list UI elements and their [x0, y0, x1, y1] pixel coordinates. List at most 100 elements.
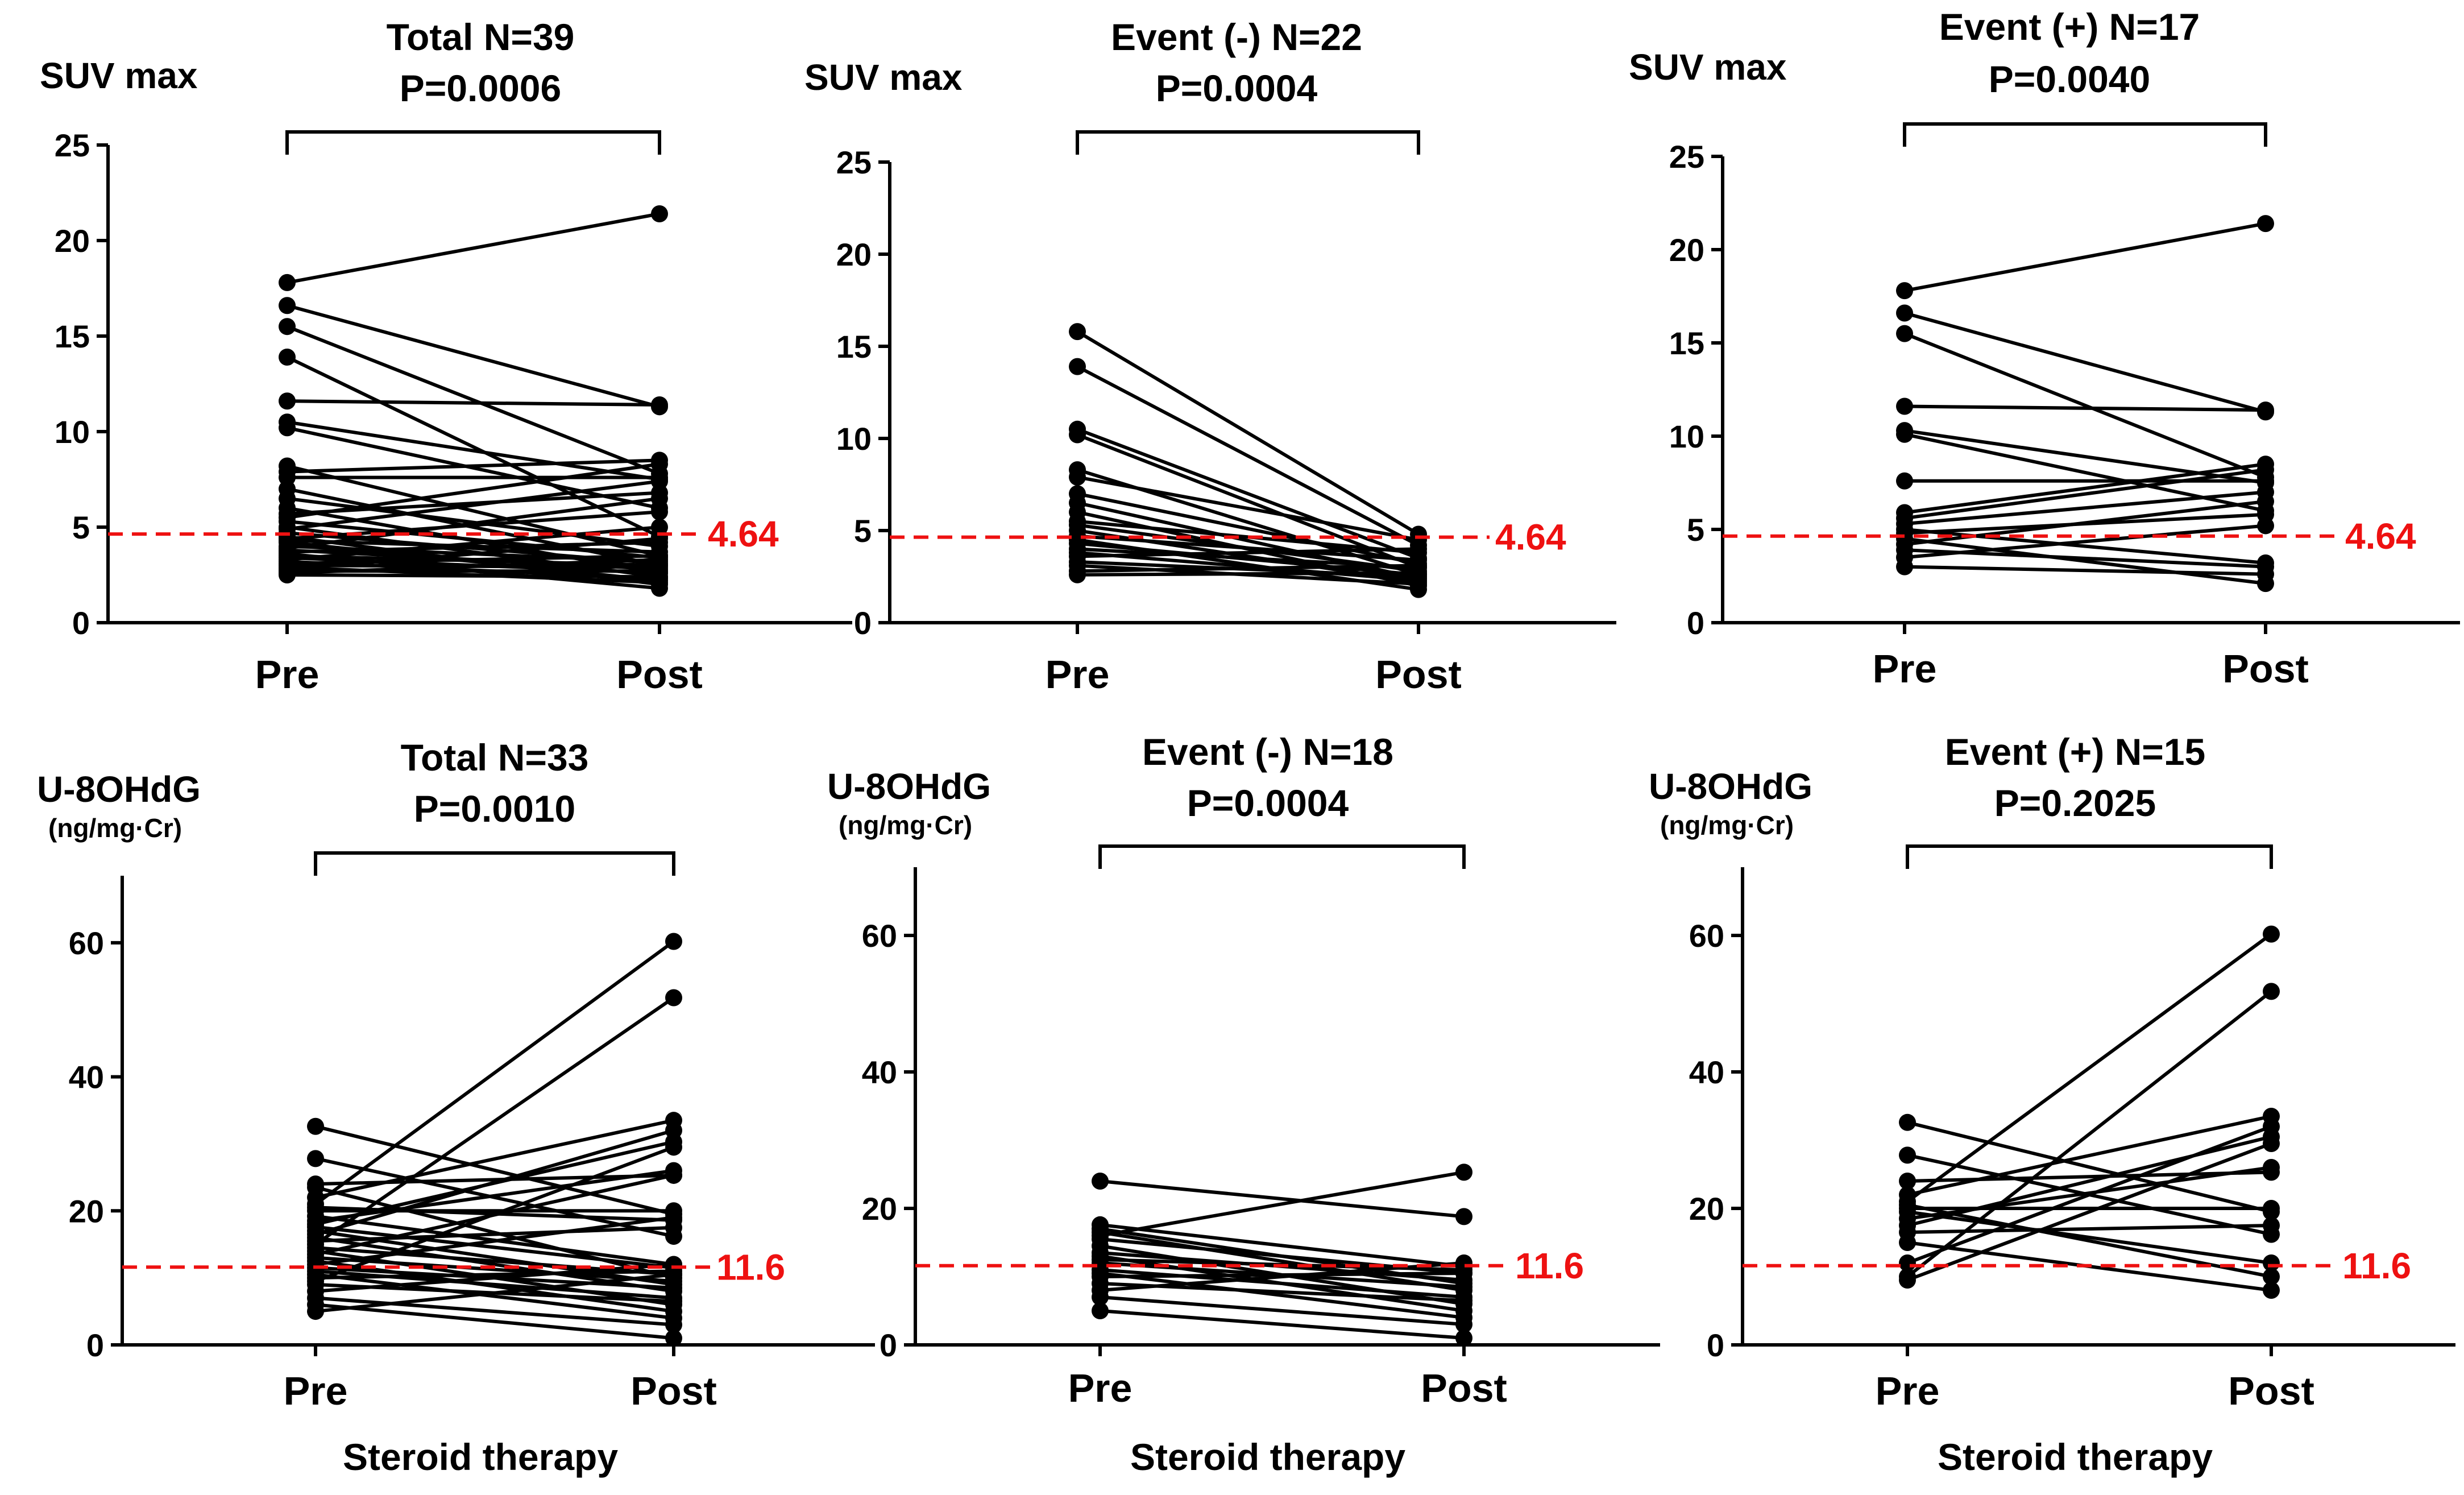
paired-line	[1076, 365, 1420, 547]
y-tick-label: 15	[1669, 325, 1704, 361]
y-tick-label: 15	[55, 318, 90, 354]
post-point	[665, 933, 682, 950]
y-axis-unit: (ng/mg·Cr)	[1660, 810, 1794, 840]
paired-line	[1904, 222, 2266, 293]
significance-bracket	[314, 851, 675, 876]
panel-title: Event (-) N=18	[1142, 731, 1393, 773]
paired-line	[1904, 462, 2266, 515]
post-point	[665, 1209, 682, 1227]
pre-point	[1896, 304, 1913, 322]
post-point	[665, 1166, 682, 1184]
pre-point	[1092, 1173, 1109, 1190]
post-point	[665, 1121, 682, 1139]
x-tick-label-post: Post	[1375, 652, 1462, 697]
y-tick-label: 15	[836, 329, 872, 365]
post-point	[1455, 1163, 1472, 1181]
x-tick-label-pre: Pre	[255, 652, 320, 697]
paired-line	[1077, 534, 1419, 562]
post-point	[2263, 1217, 2280, 1234]
paired-line	[315, 1119, 674, 1199]
pre-point	[279, 566, 296, 583]
pre-point	[307, 1117, 324, 1135]
y-tick-label: 40	[1689, 1054, 1724, 1090]
post-point	[665, 989, 682, 1007]
paired-line	[315, 1262, 674, 1293]
pre-point	[279, 348, 296, 366]
pre-point	[279, 297, 296, 314]
pre-point	[1896, 325, 1913, 342]
y-tick-label: 20	[1689, 1191, 1724, 1227]
pre-point	[279, 419, 296, 437]
cutoff-label: 4.64	[2345, 516, 2416, 557]
paired-line	[315, 1124, 674, 1216]
paired-line	[1076, 330, 1420, 536]
post-point	[2263, 1118, 2280, 1135]
y-axis-label: U-8OHdG	[1649, 766, 1812, 807]
post-point	[2257, 461, 2274, 479]
post-point	[2263, 1268, 2280, 1285]
post-point	[651, 205, 668, 222]
pre-point	[1899, 1146, 1916, 1164]
post-point	[665, 1293, 682, 1310]
post-point	[651, 568, 668, 586]
y-axis-unit: (ng/mg·Cr)	[839, 810, 972, 840]
pre-point	[1069, 566, 1086, 583]
pre-point	[1896, 472, 1913, 490]
x-tick-label-post: Post	[616, 652, 703, 697]
post-point	[2263, 1200, 2280, 1217]
paired-line	[1904, 429, 2266, 484]
p-value-label: P=0.0010	[414, 788, 575, 830]
pre-point	[1092, 1289, 1109, 1306]
y-tick-label: 60	[862, 918, 897, 954]
paired-line	[1904, 565, 2266, 576]
y-tick-label: 5	[72, 510, 90, 545]
pre-point	[1899, 1234, 1916, 1251]
p-value-label: P=0.0040	[1989, 58, 2150, 100]
post-point	[2257, 215, 2274, 233]
paired-line	[1077, 571, 1419, 577]
pre-point	[279, 318, 296, 336]
paired-line	[315, 1256, 674, 1283]
y-tick-label: 20	[69, 1193, 104, 1229]
paired-line	[315, 1225, 674, 1270]
y-tick-label: 0	[72, 605, 90, 641]
x-axis-title: Steroid therapy	[1130, 1436, 1405, 1478]
y-tick-label: 0	[854, 605, 872, 641]
paired-line	[315, 1296, 674, 1327]
paired-line	[1904, 468, 2266, 520]
x-tick-label-pre: Pre	[284, 1369, 348, 1413]
y-tick-label: 0	[1687, 605, 1704, 641]
paired-line	[1100, 1261, 1465, 1292]
pre-point	[307, 1303, 324, 1320]
pre-point	[1069, 358, 1086, 375]
pre-point	[1896, 558, 1913, 575]
post-point	[651, 473, 668, 490]
post-point	[2263, 1254, 2280, 1272]
pre-point	[1069, 323, 1086, 341]
panel-suv-event-negative: 0 5 10 15 20 25 Pre Post SUV max Event (-) N=22 P=…	[804, 16, 1616, 697]
pre-point	[279, 392, 296, 410]
p-value-label: P=0.0004	[1156, 67, 1318, 109]
paired-line	[315, 1216, 674, 1266]
paired-line	[314, 1145, 675, 1283]
p-value-label: P=0.0004	[1187, 782, 1349, 824]
paired-line	[315, 1273, 674, 1314]
cutoff-label: 11.6	[2342, 1245, 2411, 1286]
x-tick-label-pre: Pre	[1068, 1366, 1133, 1410]
p-value-label: P=0.2025	[1994, 782, 2156, 824]
post-point	[665, 1330, 682, 1347]
paired-line	[1907, 1224, 2272, 1234]
panel-title: Event (-) N=22	[1111, 16, 1362, 58]
y-tick-label: 20	[55, 223, 90, 259]
y-tick-label: 25	[1669, 139, 1704, 175]
paired-line	[1907, 1135, 2272, 1227]
x-axis-title: Steroid therapy	[1938, 1436, 2213, 1478]
panel-u8ohdg-total: 0 20 40 60 Pre Post U-8OHdG(ng/mg·Cr) Total N=3…	[37, 736, 875, 1478]
paired-line	[1100, 1223, 1465, 1268]
paired-line	[287, 573, 660, 579]
cutoff-label: 11.6	[716, 1246, 785, 1287]
paired-line	[315, 1128, 674, 1236]
paired-line	[1077, 475, 1419, 542]
pre-point	[1069, 469, 1086, 486]
paired-line	[1904, 404, 2266, 412]
